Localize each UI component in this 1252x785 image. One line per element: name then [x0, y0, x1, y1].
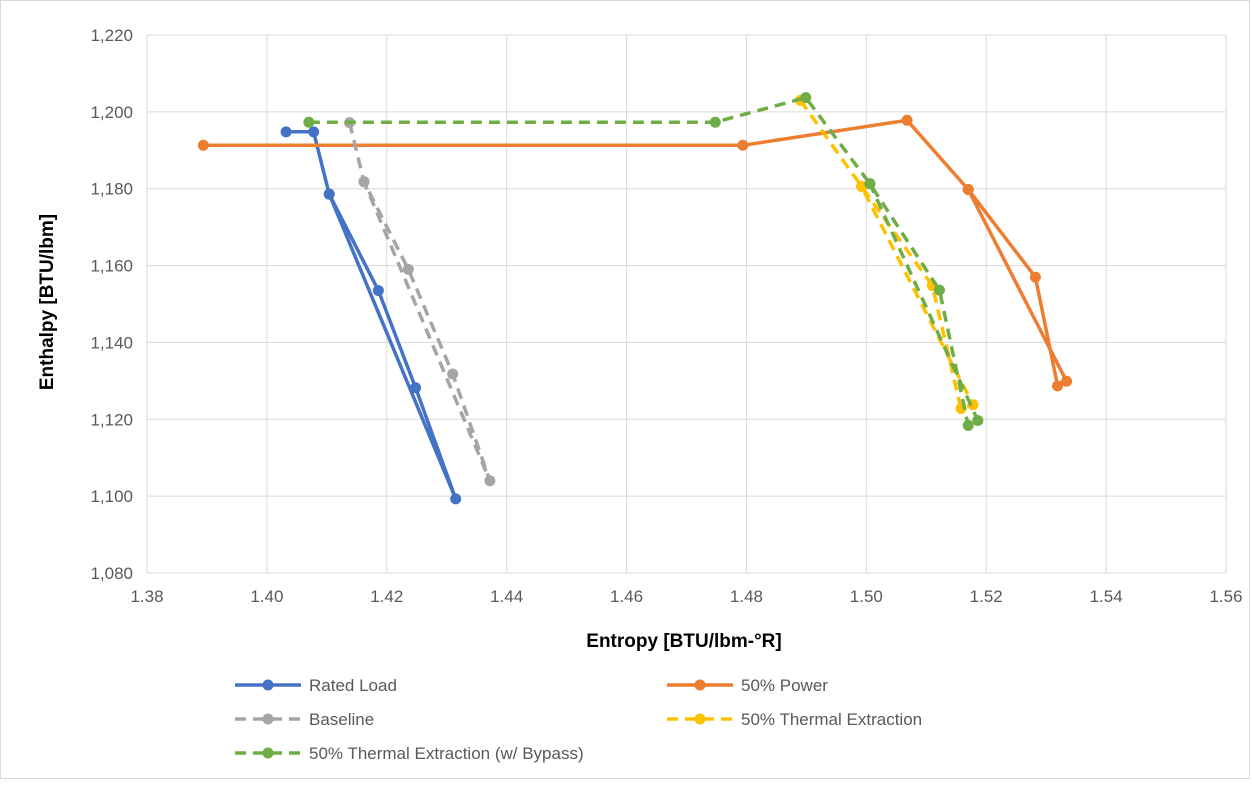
x-tick-label: 1.40 — [250, 587, 283, 606]
data-point — [450, 493, 462, 505]
series-layer — [197, 92, 1073, 505]
x-tick-label: 1.52 — [970, 587, 1003, 606]
legend-label: Baseline — [309, 710, 374, 729]
y-tick-label: 1,200 — [90, 103, 133, 122]
x-tick-label: 1.48 — [730, 587, 763, 606]
data-point — [901, 114, 913, 126]
x-axis-title: Entropy [BTU/lbm-°R] — [586, 631, 781, 652]
data-point — [280, 126, 292, 138]
legend-label: 50% Thermal Extraction (w/ Bypass) — [309, 744, 584, 763]
legend-marker — [262, 679, 274, 691]
series-line — [203, 118, 1069, 388]
series-4 — [303, 92, 984, 431]
legend-marker — [694, 713, 706, 725]
data-point — [308, 126, 320, 138]
y-tick-label: 1,080 — [90, 564, 133, 583]
y-tick-label: 1,140 — [90, 333, 133, 352]
legend-label: 50% Power — [741, 676, 828, 695]
y-tick-label: 1,220 — [90, 26, 133, 45]
x-tick-label: 1.44 — [490, 587, 523, 606]
series-line — [798, 99, 975, 411]
data-point — [962, 183, 974, 195]
legend-marker — [694, 679, 706, 691]
series-0 — [280, 126, 462, 505]
x-tick-label: 1.46 — [610, 587, 643, 606]
data-point — [1029, 271, 1041, 283]
data-point — [1052, 380, 1064, 392]
data-point — [303, 116, 315, 128]
y-axis-ticks: 1,080 1,100 1,120 1,140 1,160 1,180 1,200 1,220 — [90, 26, 133, 583]
data-point — [410, 382, 422, 394]
data-point — [372, 285, 384, 297]
legend-item: Rated Load — [235, 676, 397, 695]
data-point — [962, 419, 974, 431]
data-point — [933, 284, 945, 296]
series-line — [286, 130, 458, 501]
data-point — [323, 188, 335, 200]
data-point — [197, 139, 209, 151]
series-line — [347, 122, 492, 483]
x-tick-label: 1.42 — [370, 587, 403, 606]
data-point — [856, 180, 868, 192]
series-1 — [197, 114, 1073, 392]
gridlines — [146, 34, 1227, 574]
data-point — [447, 368, 459, 380]
series-line — [308, 95, 980, 428]
x-tick-label: 1.56 — [1209, 587, 1242, 606]
data-point — [484, 475, 496, 487]
series-2 — [344, 117, 496, 487]
series-3 — [794, 94, 979, 415]
legend-item: 50% Thermal Extraction — [667, 710, 922, 729]
data-point — [972, 414, 984, 426]
data-point — [709, 116, 721, 128]
legend-label: 50% Thermal Extraction — [741, 710, 922, 729]
legend: Rated Load 50% Power Baseline 50% Thermal E… — [235, 676, 922, 763]
y-tick-label: 1,160 — [90, 257, 133, 276]
legend-item: Baseline — [235, 710, 374, 729]
data-point — [358, 176, 370, 188]
data-point — [1061, 375, 1073, 387]
y-tick-label: 1,180 — [90, 180, 133, 199]
y-axis-title: Enthalpy [BTU/lbm] — [37, 214, 58, 390]
x-axis-ticks: 1.38 1.40 1.42 1.44 1.46 1.48 1.50 1.52 1.54 1.56 — [130, 587, 1242, 606]
legend-item: 50% Power — [667, 676, 828, 695]
data-point — [864, 178, 876, 190]
y-tick-label: 1,120 — [90, 410, 133, 429]
legend-marker — [262, 747, 274, 759]
legend-item: 50% Thermal Extraction (w/ Bypass) — [235, 744, 584, 763]
y-tick-label: 1,100 — [90, 487, 133, 506]
x-tick-label: 1.54 — [1090, 587, 1123, 606]
x-tick-label: 1.50 — [850, 587, 883, 606]
data-point — [800, 92, 812, 104]
data-point — [402, 263, 414, 275]
data-point — [737, 139, 749, 151]
x-tick-label: 1.38 — [130, 587, 163, 606]
legend-label: Rated Load — [309, 676, 397, 695]
legend-marker — [262, 713, 274, 725]
